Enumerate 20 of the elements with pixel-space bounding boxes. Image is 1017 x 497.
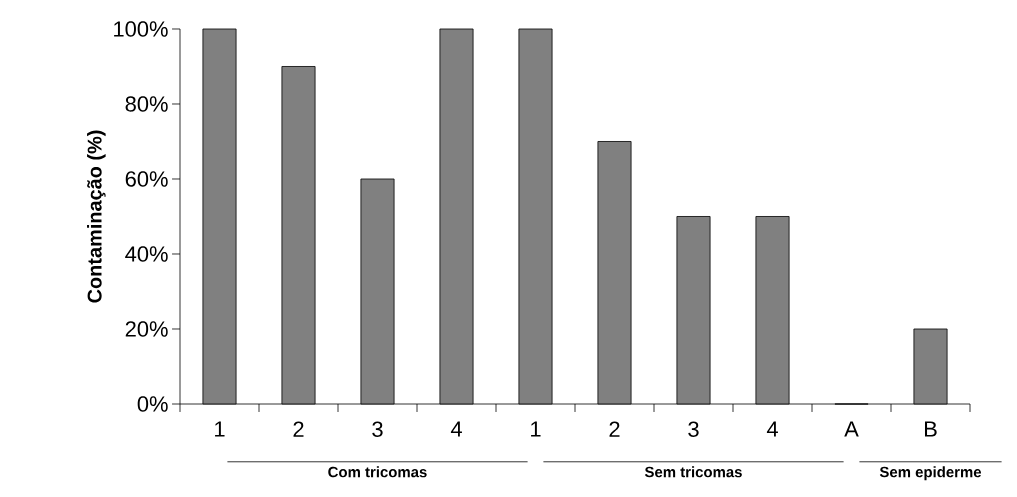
y-tick-label: 40% [125, 246, 168, 262]
text: Com tricomas [328, 466, 427, 478]
x-tick-label: 4 [450, 421, 462, 437]
y-tick-label: 60% [125, 171, 168, 187]
x-tick-label: A [844, 421, 859, 437]
y-tick-label: 0% [137, 396, 168, 412]
x-tick-label: 3 [688, 421, 699, 437]
x-tick-label: 3 [372, 421, 383, 437]
text: Sem tricomas [644, 466, 742, 478]
y-tick-label: 100% [114, 21, 168, 37]
x-tick-label: 2 [293, 421, 304, 437]
y-tick-label: 20% [125, 321, 168, 337]
y-tick-label: 80% [125, 96, 168, 112]
x-tick-label: 1 [531, 421, 541, 437]
text: Sem epiderme [879, 466, 982, 481]
y-axis-title: Contaminação (%) [87, 130, 106, 303]
x-tick-label: 2 [609, 421, 620, 437]
x-tick-label: 1 [215, 421, 225, 437]
x-tick-label: 4 [766, 421, 778, 437]
x-tick-label: B [924, 421, 937, 437]
